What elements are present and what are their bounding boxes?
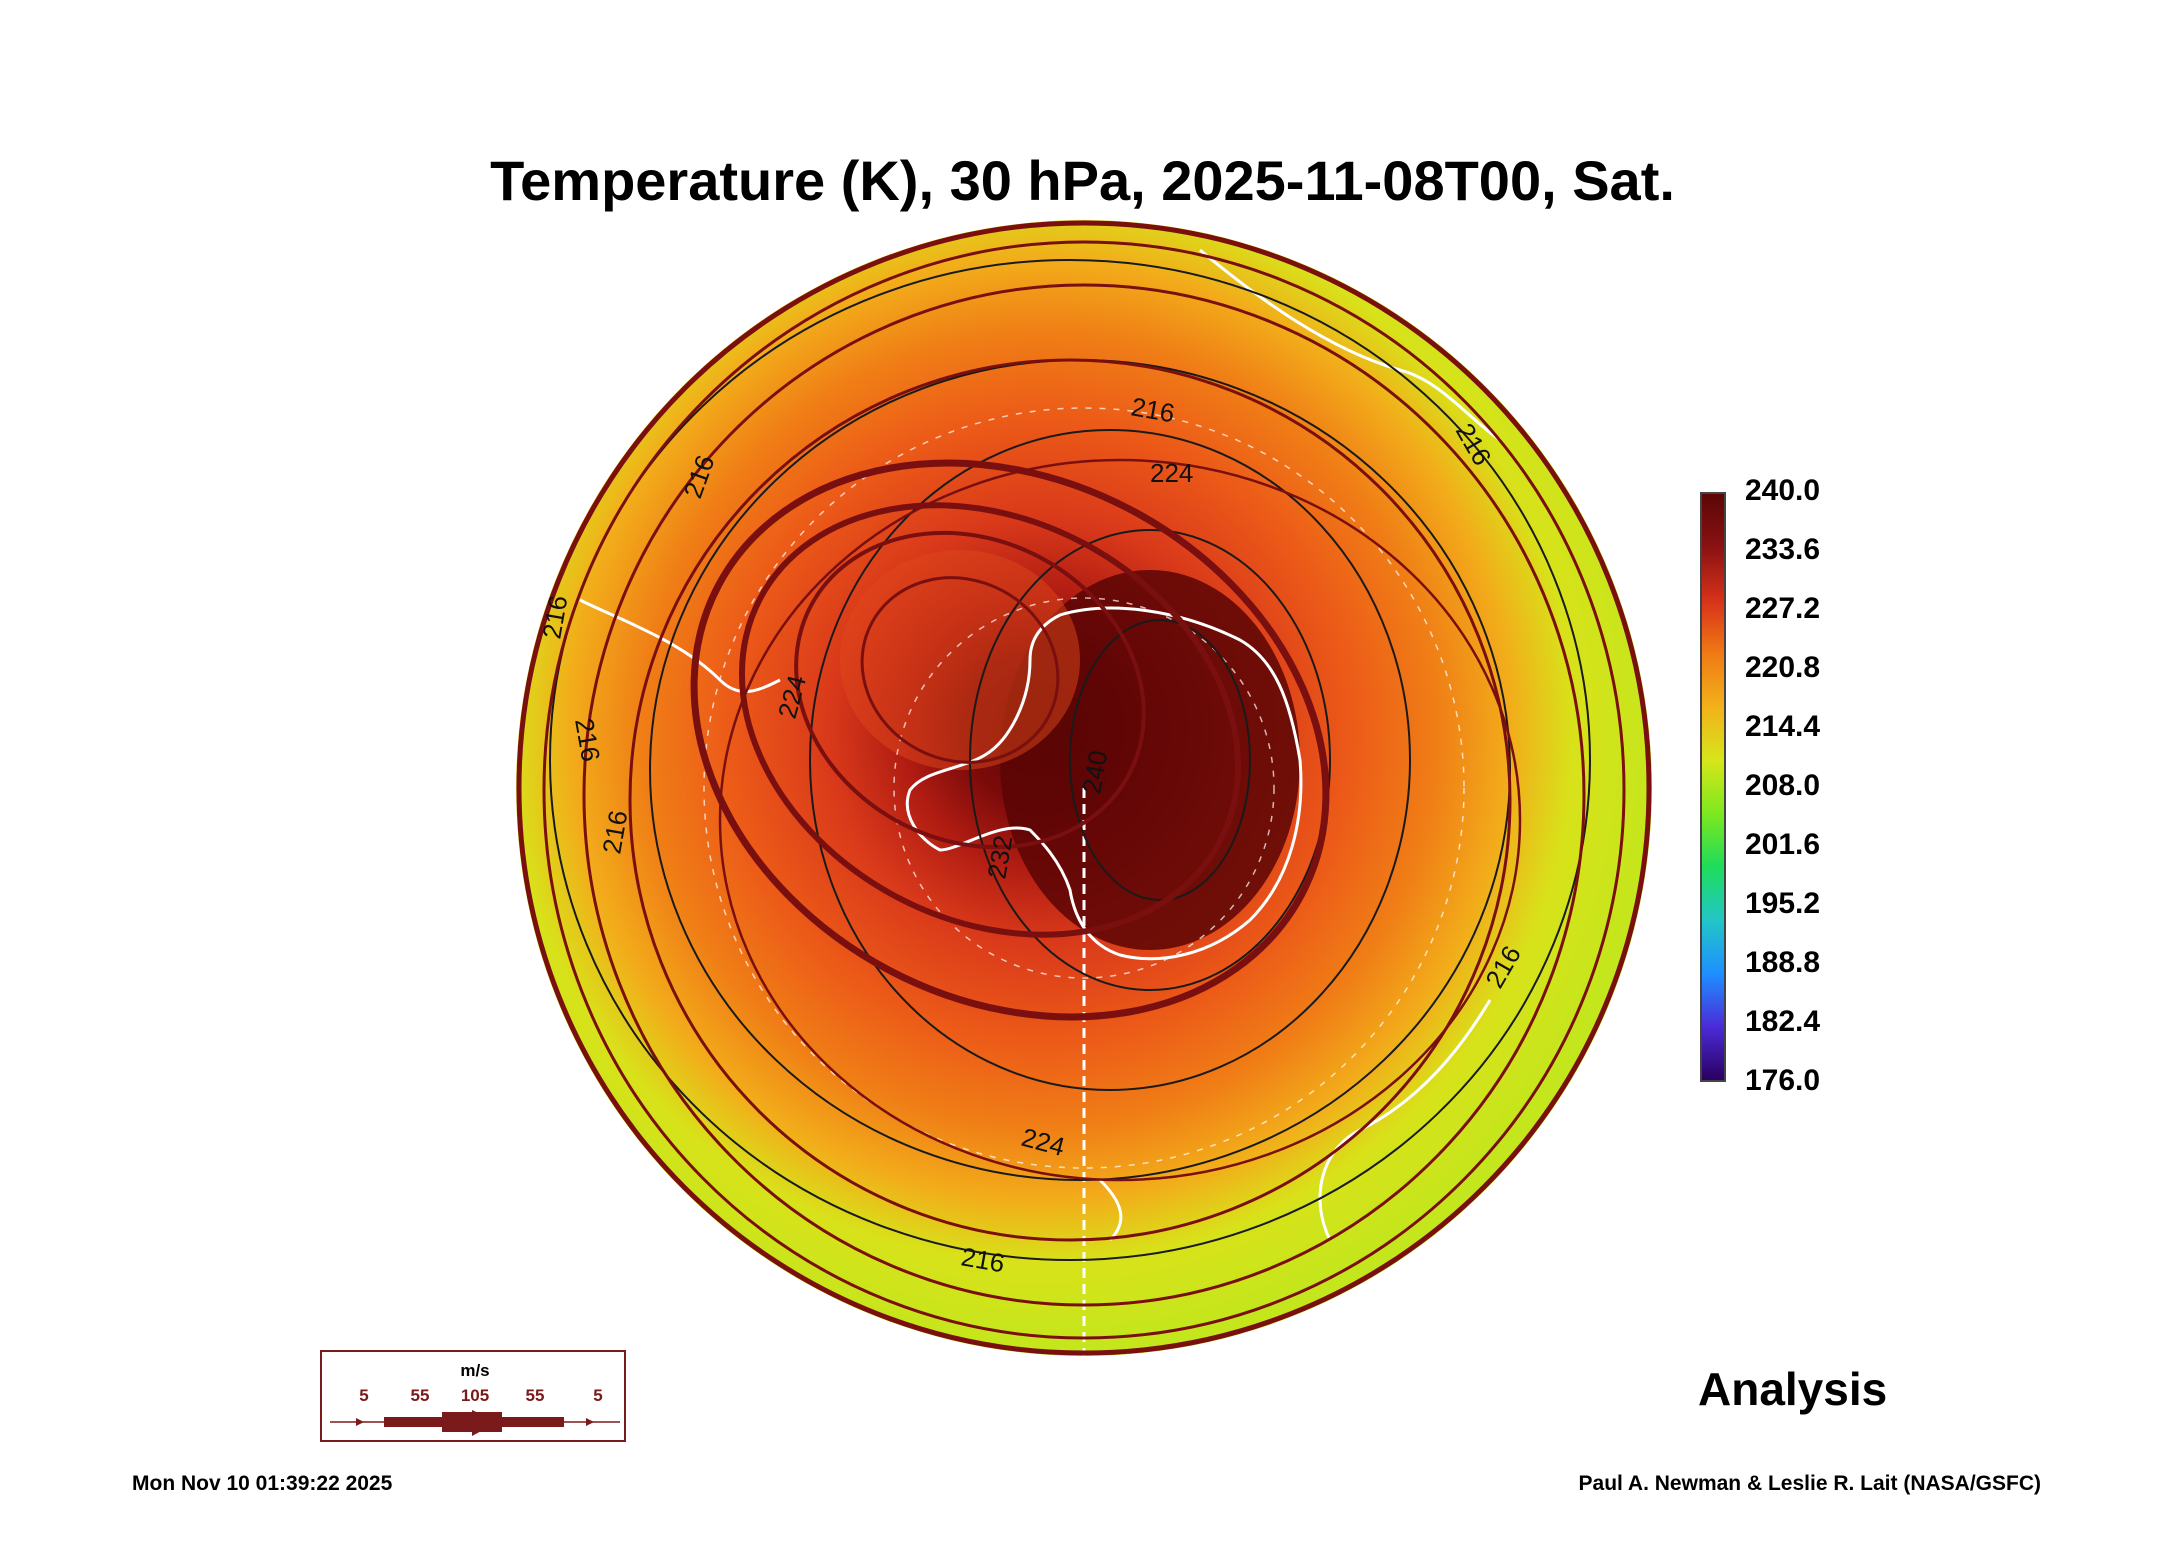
colorbar-tick: 208.0 <box>1745 769 1821 802</box>
wind-legend-speed: 5 <box>593 1386 602 1405</box>
contour-label: 224 <box>1150 458 1193 488</box>
contour-label: 216 <box>536 593 573 641</box>
colorbar-tick: 182.4 <box>1745 1005 1821 1038</box>
contour-label: 216 <box>1129 391 1177 428</box>
wind-legend-speed: 105 <box>461 1386 489 1405</box>
colorbar-tick: 227.2 <box>1745 592 1821 625</box>
colorbar-tick: 195.2 <box>1745 887 1821 920</box>
credit: Paul A. Newman & Leslie R. Lait (NASA/GS… <box>1578 1472 2041 1495</box>
antarctica-outline <box>905 606 1303 961</box>
contour-label: 216 <box>959 1241 1007 1278</box>
timestamp: Mon Nov 10 01:39:22 2025 <box>132 1472 393 1495</box>
coastline <box>579 598 781 694</box>
colorbar-labels: 240.0 233.6 227.2 220.8 214.4 208.0 201.… <box>1745 474 1865 1114</box>
colorbar-tick: 240.0 <box>1745 474 1821 507</box>
wind-streamlines <box>516 220 1652 1356</box>
colorbar <box>1700 492 1726 1082</box>
contour-label: 216 <box>569 716 606 764</box>
wind-legend-speed: 55 <box>526 1386 545 1405</box>
wind-legend-unit: m/s <box>460 1361 489 1380</box>
plot-title: Temperature (K), 30 hPa, 2025-11-08T00, … <box>490 149 1675 212</box>
colorbar-tick: 201.6 <box>1745 828 1821 861</box>
wind-speed-legend: m/s 5 55 105 55 5 <box>320 1350 626 1442</box>
analysis-label: Analysis <box>1698 1363 1888 1415</box>
wind-legend-speed: 5 <box>359 1386 368 1405</box>
wind-legend-speed: 55 <box>411 1386 430 1405</box>
colorbar-tick: 188.8 <box>1745 946 1821 979</box>
contour-label: 216 <box>596 808 633 856</box>
colorbar-tick: 220.8 <box>1745 651 1821 684</box>
colorbar-tick: 176.0 <box>1745 1064 1821 1097</box>
contour-label: 232 <box>981 833 1018 881</box>
colorbar-tick: 233.6 <box>1745 533 1821 566</box>
contour-label: 240 <box>1076 748 1113 796</box>
colorbar-tick: 214.4 <box>1745 710 1821 743</box>
